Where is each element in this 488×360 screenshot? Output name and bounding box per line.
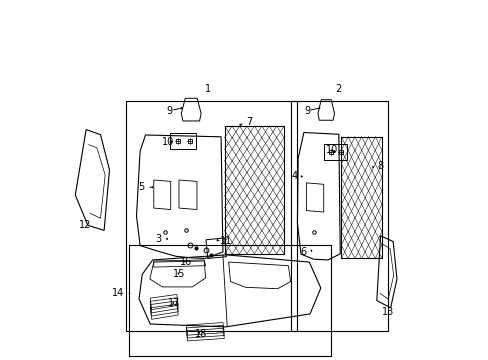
Text: 1: 1 [205, 84, 211, 94]
Bar [129, 245, 330, 356]
Bar [341, 137, 381, 258]
Bar [224, 126, 284, 254]
Text: 8: 8 [377, 161, 383, 171]
Text: 4: 4 [291, 171, 297, 181]
Text: 14: 14 [111, 288, 123, 298]
Bar [324, 144, 346, 160]
Text: 13: 13 [382, 307, 394, 317]
Text: 5: 5 [138, 182, 144, 192]
Text: 2: 2 [334, 84, 341, 94]
Text: 9: 9 [166, 105, 172, 116]
Text: 9: 9 [303, 105, 309, 116]
Text: 15: 15 [173, 269, 185, 279]
Text: 12: 12 [79, 220, 91, 230]
Text: 11: 11 [220, 236, 232, 246]
Text: 16: 16 [179, 257, 192, 267]
Text: 10: 10 [325, 145, 337, 156]
Text: 10: 10 [162, 137, 174, 147]
Bar [170, 133, 196, 149]
Text: 17: 17 [168, 298, 180, 308]
Text: 3: 3 [155, 234, 161, 244]
Bar [125, 101, 296, 331]
Text: 6: 6 [300, 247, 306, 257]
Text: 18: 18 [194, 329, 206, 339]
Bar [291, 101, 387, 331]
Text: 7: 7 [246, 117, 252, 127]
